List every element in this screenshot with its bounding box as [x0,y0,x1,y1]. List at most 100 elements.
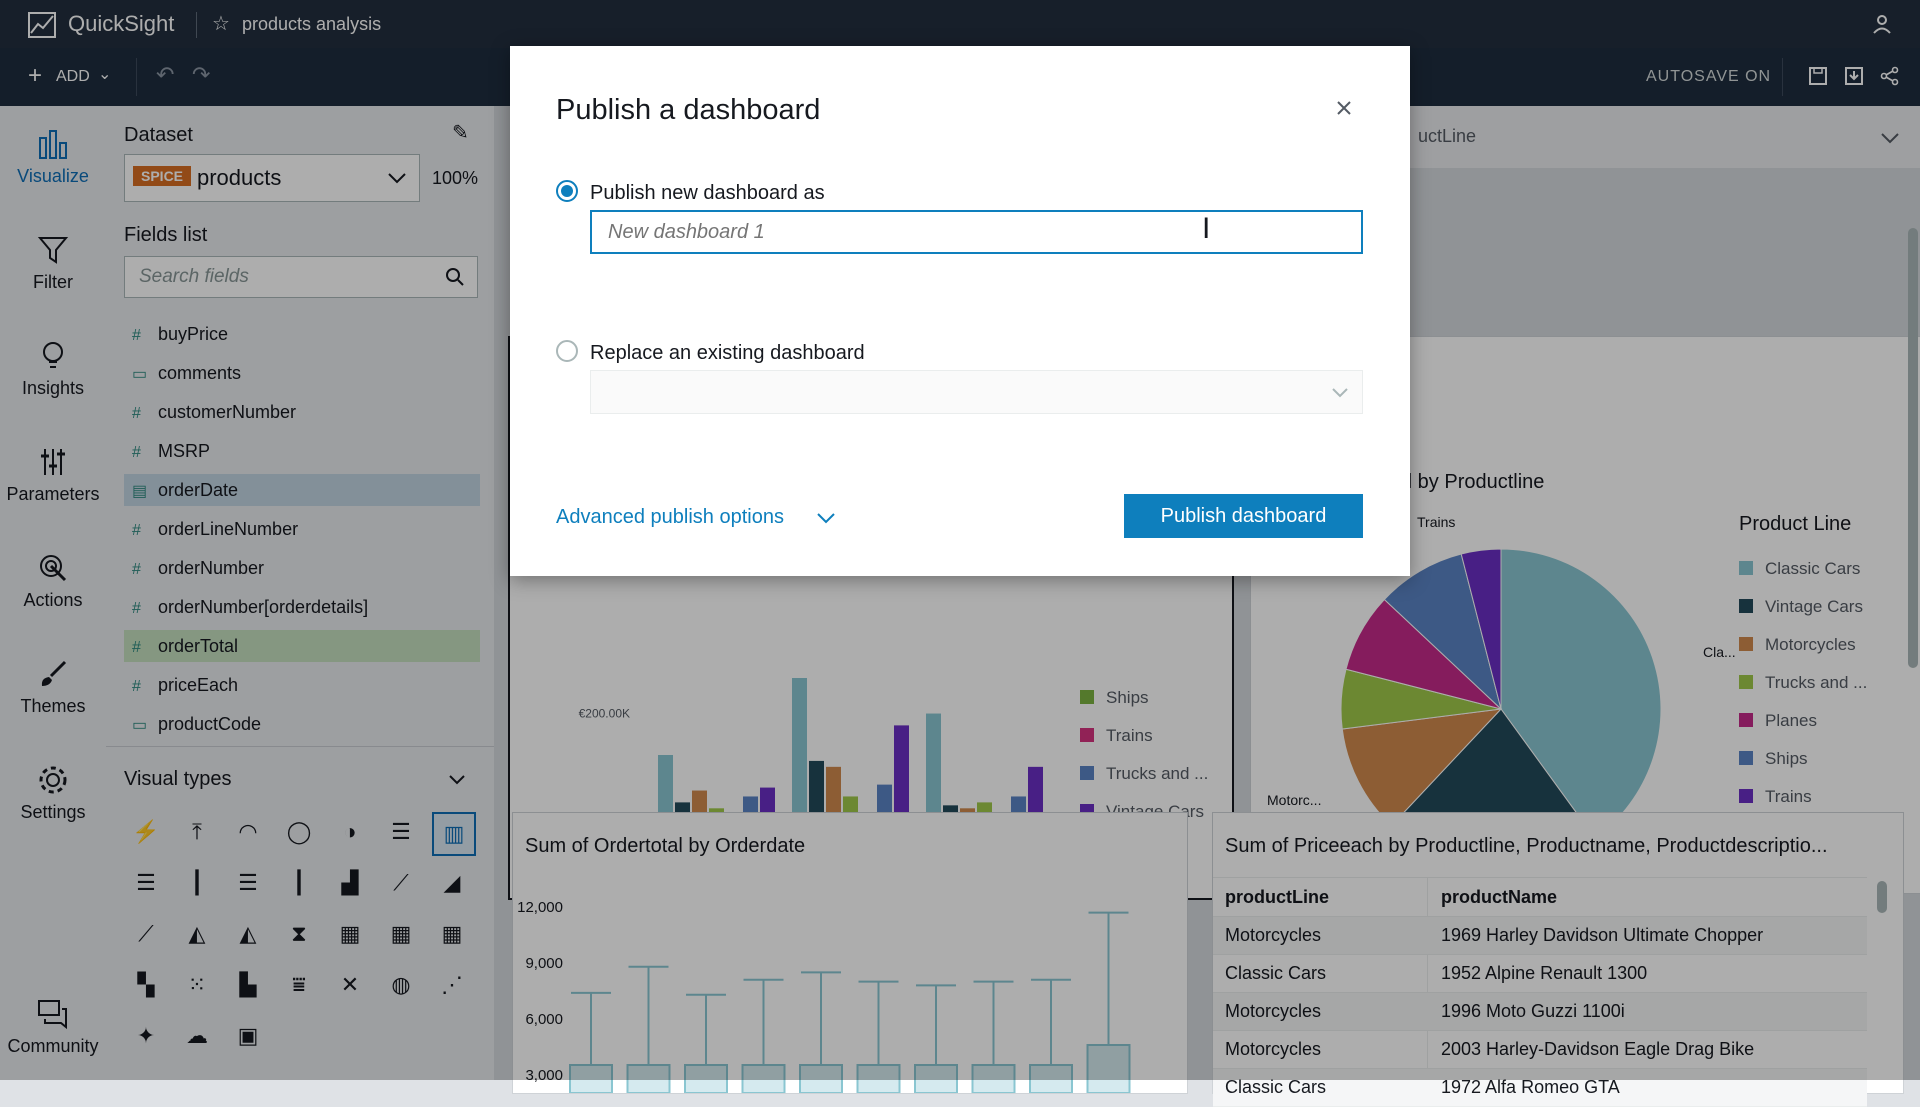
search-icon[interactable] [445,267,465,287]
vertical-bar-visual-icon[interactable]: ▥ [432,812,476,856]
kpi-visual-icon[interactable]: ⤒ [192,819,202,844]
dataset-select[interactable]: SPICE products [124,154,420,202]
insight-visual-icon[interactable]: ✦ [136,1023,156,1048]
filled-map-visual-icon[interactable]: ◍ [391,972,411,997]
rail-item-settings[interactable]: Settings [0,764,106,823]
rail-item-insights[interactable]: Insights [0,340,106,399]
legend-item[interactable]: Trucks and ... [1080,764,1208,784]
app-title[interactable]: QuickSight [68,11,175,36]
scatter-visual-icon[interactable]: ⁙ [187,972,207,997]
legend-item[interactable]: Motorcycles [1739,635,1856,655]
analysis-name[interactable]: products analysis [242,14,382,34]
legend-item[interactable]: Trucks and ... [1739,673,1867,693]
download-icon[interactable] [1844,66,1864,86]
table-row[interactable] [1213,955,1867,993]
heat-map-visual-icon[interactable]: ▦ [339,921,361,946]
table-row[interactable] [1213,1031,1867,1069]
canvas-scrollbar[interactable] [1908,228,1918,668]
word-cloud-visual-icon[interactable]: ☁ [186,1023,208,1048]
column-header[interactable]: productName [1441,887,1558,907]
edit-dataset-icon[interactable]: ✎ [452,122,469,144]
funnel-visual-icon[interactable]: ⩸ [292,972,306,997]
stacked-bar-visual-icon[interactable]: ☰ [136,870,156,895]
field-item[interactable]: # MSRP [124,435,480,467]
option-new-label[interactable]: Publish new dashboard as [590,182,825,204]
undo-icon[interactable]: ↶ [156,62,175,87]
image-visual-icon[interactable]: ▣ [237,1023,259,1048]
advanced-options-link[interactable]: Advanced publish options [556,506,784,528]
rail-item-parameters[interactable]: Parameters [0,446,106,505]
search-fields-input[interactable]: Search fields [124,256,478,298]
stacked-area-visual-icon[interactable]: ◭ [239,921,257,946]
publish-dashboard-button[interactable]: Publish dashboard [1124,494,1363,538]
chevron-down-icon[interactable] [816,512,836,526]
pivot-table-visual-icon[interactable]: ▦ [390,921,412,946]
user-icon[interactable] [1872,14,1892,34]
pie-visual-icon[interactable]: ◑ [343,819,357,844]
star-icon[interactable]: ☆ [212,13,230,35]
percent-column-visual-icon[interactable]: ┃ [292,870,306,895]
table-scrollbar[interactable] [1877,881,1887,913]
radio-new-dashboard[interactable] [556,180,578,202]
radio-replace-dashboard[interactable] [556,340,578,362]
chevron-down-icon[interactable] [448,774,466,786]
autograph-visual-icon[interactable]: ⚡ [132,819,160,844]
legend-item[interactable]: Ships [1080,688,1149,708]
donut-visual-icon[interactable]: ◯ [286,819,312,844]
dashboard-name-input[interactable] [590,210,1363,254]
combo-visual-icon[interactable]: ▟ [341,870,359,895]
legend-item[interactable]: Vintage Cars [1739,597,1863,617]
redo-icon[interactable]: ↷ [192,62,211,87]
table-visual-icon[interactable]: ▦ [441,921,463,946]
point-map-visual-icon[interactable]: ⋰ [441,972,463,997]
stacked-line-visual-icon[interactable]: ⟋ [138,921,154,946]
table-visual[interactable]: Sum of Priceeach by Productline, Product… [1212,812,1904,1107]
legend-item[interactable]: Trains [1739,787,1812,807]
table-row[interactable] [1213,993,1867,1031]
histogram-visual-icon[interactable]: ▙ [239,972,257,997]
line-visual-icon[interactable]: ⟋ [393,870,409,895]
field-item[interactable]: ▭ productCode [124,708,480,740]
existing-dashboard-select[interactable] [590,370,1363,414]
percent-bar-visual-icon[interactable]: ☰ [238,870,258,895]
field-item[interactable]: # orderNumber [124,552,480,584]
chevron-down-icon[interactable]: ⌄ [98,66,112,83]
field-item[interactable]: # orderNumber[orderdetails] [124,591,480,623]
sankey-visual-icon[interactable]: ✕ [340,972,360,997]
legend-item[interactable]: Ships [1739,749,1808,769]
share-icon[interactable] [1880,66,1900,86]
autosave-toggle[interactable]: AUTOSAVE ON [1646,68,1772,85]
box-plot-visual-icon[interactable]: ⧗ [291,921,307,946]
option-replace-label[interactable]: Replace an existing dashboard [590,342,865,364]
legend-item[interactable]: Classic Cars [1739,559,1860,579]
rail-item-themes[interactable]: Themes [0,658,106,717]
table-row[interactable] [1213,917,1867,955]
productline-control[interactable]: uctLine [1394,106,1920,168]
field-item[interactable]: # orderTotal [124,630,480,662]
field-item[interactable]: ▭ comments [124,357,480,389]
field-item[interactable]: # priceEach [124,669,480,701]
gauge-visual-icon[interactable]: ◠ [238,819,258,844]
field-item[interactable]: # buyPrice [124,318,480,350]
close-icon[interactable] [1336,100,1352,116]
field-item[interactable]: ▤ orderDate [124,474,480,506]
box-plot-visual[interactable]: Sum of Ordertotal by Orderdate 12,000 9,0… [512,812,1188,1094]
horizontal-bar-visual-icon[interactable]: ☰ [391,819,411,844]
field-item[interactable]: # customerNumber [124,396,480,428]
rail-item-visualize[interactable]: Visualize [0,128,106,187]
column-header[interactable]: productLine [1225,887,1329,907]
legend-item[interactable]: Trains [1080,726,1153,746]
stacked-column-visual-icon[interactable]: ┃ [190,870,204,895]
add-button[interactable]: ADD [56,68,90,85]
area-visual-icon[interactable]: ◢ [443,870,461,895]
field-item[interactable]: # orderLineNumber [124,513,480,545]
add-icon[interactable]: + [28,62,43,89]
funnel-icon [37,237,69,264]
rail-item-actions[interactable]: Actions [0,552,106,611]
rail-item-community[interactable]: Community [0,998,106,1057]
line-combo-visual-icon[interactable]: ◭ [188,921,206,946]
rail-item-filter[interactable]: Filter [0,234,106,293]
tree-map-visual-icon[interactable]: ▚ [137,972,155,997]
legend-item[interactable]: Planes [1739,711,1817,731]
save-icon[interactable] [1808,66,1828,86]
